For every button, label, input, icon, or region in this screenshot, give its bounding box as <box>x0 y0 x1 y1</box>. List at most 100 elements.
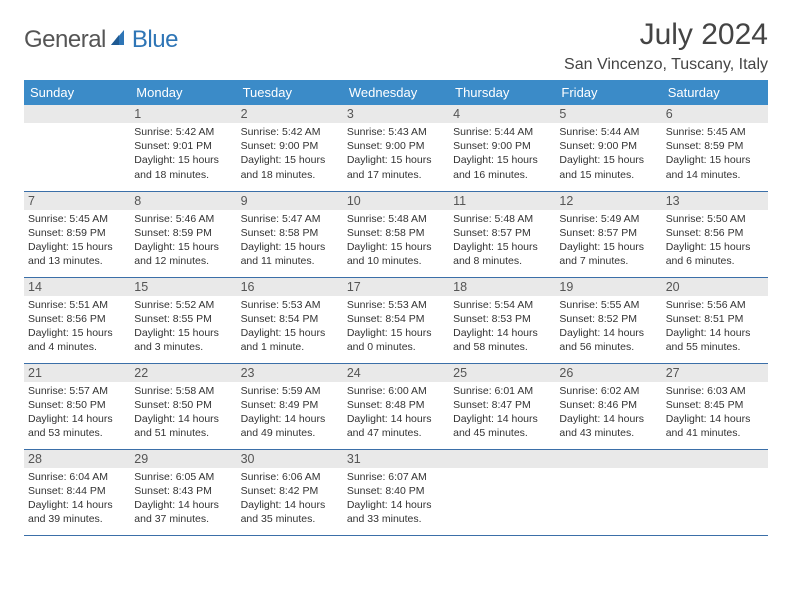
day-details: Sunrise: 6:06 AMSunset: 8:42 PMDaylight:… <box>241 470 339 527</box>
day-number: 9 <box>237 192 343 210</box>
day-header: Tuesday <box>237 80 343 105</box>
brand-part1: General <box>24 26 106 54</box>
day-number: 12 <box>555 192 661 210</box>
day-details: Sunrise: 5:42 AMSunset: 9:00 PMDaylight:… <box>241 125 339 182</box>
location: San Vincenzo, Tuscany, Italy <box>564 56 768 74</box>
day-details: Sunrise: 5:53 AMSunset: 8:54 PMDaylight:… <box>347 298 445 355</box>
day-header: Friday <box>555 80 661 105</box>
day-number: 19 <box>555 278 661 296</box>
day-header: Wednesday <box>343 80 449 105</box>
day-details: Sunrise: 5:57 AMSunset: 8:50 PMDaylight:… <box>28 384 126 441</box>
day-details: Sunrise: 5:44 AMSunset: 9:00 PMDaylight:… <box>559 125 657 182</box>
day-details: Sunrise: 6:01 AMSunset: 8:47 PMDaylight:… <box>453 384 551 441</box>
day-number: 15 <box>130 278 236 296</box>
day-details: Sunrise: 5:56 AMSunset: 8:51 PMDaylight:… <box>666 298 764 355</box>
day-details: Sunrise: 5:45 AMSunset: 8:59 PMDaylight:… <box>666 125 764 182</box>
calendar-cell: 22 Sunrise: 5:58 AMSunset: 8:50 PMDayligh… <box>130 363 236 449</box>
day-number: 8 <box>130 192 236 210</box>
day-details: Sunrise: 5:45 AMSunset: 8:59 PMDaylight:… <box>28 212 126 269</box>
day-number: 5 <box>555 105 661 123</box>
day-header: Monday <box>130 80 236 105</box>
day-details: Sunrise: 5:47 AMSunset: 8:58 PMDaylight:… <box>241 212 339 269</box>
day-details: Sunrise: 6:02 AMSunset: 8:46 PMDaylight:… <box>559 384 657 441</box>
day-number: 26 <box>555 364 661 382</box>
calendar-cell: 1 Sunrise: 5:42 AMSunset: 9:01 PMDaylight… <box>130 105 236 191</box>
day-details: Sunrise: 5:59 AMSunset: 8:49 PMDaylight:… <box>241 384 339 441</box>
calendar-cell: 3Sunrise: 5:43 AMSunset: 9:00 PMDaylight… <box>343 105 449 191</box>
sail-icon <box>108 27 130 54</box>
calendar-cell: 17 Sunrise: 5:53 AMSunset: 8:54 PMDayligh… <box>343 277 449 363</box>
calendar-cell: 20 Sunrise: 5:56 AMSunset: 8:51 PMDayligh… <box>662 277 768 363</box>
day-number: 7 <box>24 192 130 210</box>
calendar-cell: 15 Sunrise: 5:52 AMSunset: 8:55 PMDayligh… <box>130 277 236 363</box>
day-number <box>449 450 555 468</box>
brand-logo: General Blue <box>24 18 178 54</box>
day-header: Saturday <box>662 80 768 105</box>
calendar-cell: 2Sunrise: 5:42 AMSunset: 9:00 PMDaylight… <box>237 105 343 191</box>
calendar-cell: 16 Sunrise: 5:53 AMSunset: 8:54 PMDayligh… <box>237 277 343 363</box>
day-details: Sunrise: 6:05 AMSunset: 8:43 PMDaylight:… <box>134 470 232 527</box>
day-number: 10 <box>343 192 449 210</box>
calendar-cell: 13 Sunrise: 5:50 AMSunset: 8:56 PMDayligh… <box>662 191 768 277</box>
day-details: Sunrise: 5:54 AMSunset: 8:53 PMDaylight:… <box>453 298 551 355</box>
calendar-row: 28 Sunrise: 6:04 AMSunset: 8:44 PMDayligh… <box>24 449 768 535</box>
day-number: 31 <box>343 450 449 468</box>
day-number: 16 <box>237 278 343 296</box>
calendar-cell: 24Sunrise: 6:00 AMSunset: 8:48 PMDayligh… <box>343 363 449 449</box>
calendar-cell <box>24 105 130 191</box>
day-number: 25 <box>449 364 555 382</box>
day-details: Sunrise: 5:49 AMSunset: 8:57 PMDaylight:… <box>559 212 657 269</box>
calendar-cell: 28 Sunrise: 6:04 AMSunset: 8:44 PMDayligh… <box>24 449 130 535</box>
calendar-cell: 21Sunrise: 5:57 AMSunset: 8:50 PMDayligh… <box>24 363 130 449</box>
month-title: July 2024 <box>564 18 768 52</box>
day-number: 22 <box>130 364 236 382</box>
day-number: 23 <box>237 364 343 382</box>
header: General Blue July 2024 San Vincenzo, Tus… <box>24 18 768 74</box>
day-number: 6 <box>662 105 768 123</box>
day-number: 18 <box>449 278 555 296</box>
day-number: 20 <box>662 278 768 296</box>
day-details: Sunrise: 5:48 AMSunset: 8:58 PMDaylight:… <box>347 212 445 269</box>
day-details: Sunrise: 6:03 AMSunset: 8:45 PMDaylight:… <box>666 384 764 441</box>
day-details: Sunrise: 5:53 AMSunset: 8:54 PMDaylight:… <box>241 298 339 355</box>
day-details: Sunrise: 6:04 AMSunset: 8:44 PMDaylight:… <box>28 470 126 527</box>
day-details: Sunrise: 6:00 AMSunset: 8:48 PMDaylight:… <box>347 384 445 441</box>
calendar-cell: 29 Sunrise: 6:05 AMSunset: 8:43 PMDayligh… <box>130 449 236 535</box>
calendar-body: 1 Sunrise: 5:42 AMSunset: 9:01 PMDaylight… <box>24 105 768 535</box>
day-number <box>662 450 768 468</box>
day-details: Sunrise: 5:58 AMSunset: 8:50 PMDaylight:… <box>134 384 232 441</box>
calendar-cell: 30 Sunrise: 6:06 AMSunset: 8:42 PMDayligh… <box>237 449 343 535</box>
calendar-cell: 8Sunrise: 5:46 AMSunset: 8:59 PMDaylight… <box>130 191 236 277</box>
calendar-cell: 10 Sunrise: 5:48 AMSunset: 8:58 PMDayligh… <box>343 191 449 277</box>
calendar-cell: 12 Sunrise: 5:49 AMSunset: 8:57 PMDayligh… <box>555 191 661 277</box>
day-number <box>24 105 130 123</box>
calendar-cell: 4Sunrise: 5:44 AMSunset: 9:00 PMDaylight… <box>449 105 555 191</box>
day-details: Sunrise: 5:51 AMSunset: 8:56 PMDaylight:… <box>28 298 126 355</box>
day-number: 30 <box>237 450 343 468</box>
day-number: 17 <box>343 278 449 296</box>
day-details: Sunrise: 5:52 AMSunset: 8:55 PMDaylight:… <box>134 298 232 355</box>
day-number: 29 <box>130 450 236 468</box>
day-number: 13 <box>662 192 768 210</box>
calendar-cell <box>555 449 661 535</box>
calendar-cell: 7 Sunrise: 5:45 AMSunset: 8:59 PMDaylight… <box>24 191 130 277</box>
calendar-cell: 27 Sunrise: 6:03 AMSunset: 8:45 PMDayligh… <box>662 363 768 449</box>
title-block: July 2024 San Vincenzo, Tuscany, Italy <box>564 18 768 74</box>
calendar-cell: 25 Sunrise: 6:01 AMSunset: 8:47 PMDayligh… <box>449 363 555 449</box>
brand-part2: Blue <box>132 26 178 54</box>
calendar-row: 7 Sunrise: 5:45 AMSunset: 8:59 PMDaylight… <box>24 191 768 277</box>
day-header: Sunday <box>24 80 130 105</box>
day-number: 27 <box>662 364 768 382</box>
calendar-header-row: Sunday Monday Tuesday Wednesday Thursday… <box>24 80 768 105</box>
calendar-cell: 31Sunrise: 6:07 AMSunset: 8:40 PMDayligh… <box>343 449 449 535</box>
calendar-row: 14Sunrise: 5:51 AMSunset: 8:56 PMDayligh… <box>24 277 768 363</box>
calendar-table: Sunday Monday Tuesday Wednesday Thursday… <box>24 80 768 536</box>
day-details: Sunrise: 5:42 AMSunset: 9:01 PMDaylight:… <box>134 125 232 182</box>
calendar-cell <box>449 449 555 535</box>
day-number: 1 <box>130 105 236 123</box>
day-details: Sunrise: 5:48 AMSunset: 8:57 PMDaylight:… <box>453 212 551 269</box>
day-details: Sunrise: 5:50 AMSunset: 8:56 PMDaylight:… <box>666 212 764 269</box>
day-number: 28 <box>24 450 130 468</box>
day-details: Sunrise: 5:55 AMSunset: 8:52 PMDaylight:… <box>559 298 657 355</box>
calendar-row: 1 Sunrise: 5:42 AMSunset: 9:01 PMDaylight… <box>24 105 768 191</box>
